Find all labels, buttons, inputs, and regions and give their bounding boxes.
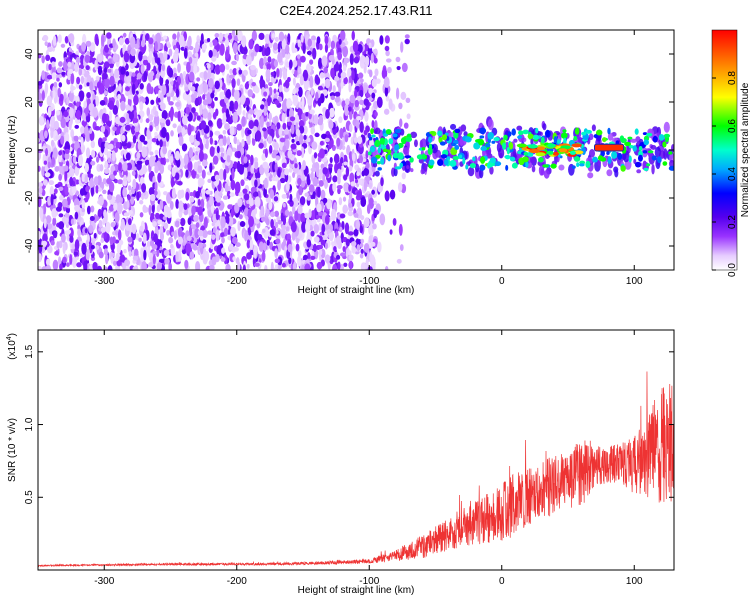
spectrogram-region-3 xyxy=(516,143,584,157)
spectrogram-region-0 xyxy=(38,30,379,270)
svg-text:(x104): (x104) xyxy=(6,333,18,360)
spectrogram-data xyxy=(38,30,674,270)
spectrogram-region-4 xyxy=(594,143,625,152)
spectrogram-xlabel: Height of straight line (km) xyxy=(298,285,415,296)
colorbar-gradient xyxy=(711,29,738,271)
snr-ylabel: SNR (10 * v/v) xyxy=(7,418,18,482)
spectrogram-xtick-label: -300 xyxy=(94,276,114,287)
snr-axes: -300 -200 -100 0 100 0.5 1.0 1.5 xyxy=(24,330,674,587)
snr-xtick-label: -100 xyxy=(359,576,379,587)
spectrogram-ytick-label: 20 xyxy=(24,96,35,108)
spectrogram-ytick-label: 0 xyxy=(24,147,35,153)
spectrogram-xtick-label: -200 xyxy=(227,276,247,287)
snr-series xyxy=(38,371,674,568)
snr-xtick-label: -200 xyxy=(227,576,247,587)
colorbar-tick-label: 0.8 xyxy=(727,71,738,85)
spectrogram-ylabel: Frequency (Hz) xyxy=(7,116,18,185)
snr-ytick-label: 1.0 xyxy=(24,417,35,431)
spectrogram-ytick-label: -20 xyxy=(24,190,35,205)
colorbar-tick-label: 0.4 xyxy=(727,167,738,181)
snr-panel: -300 -200 -100 0 100 0.5 1.0 1.5 Height of stra… xyxy=(6,329,675,596)
colorbar-tick-label: 0.6 xyxy=(727,119,738,133)
colorbar-label: Normalized spectral amplitude xyxy=(740,82,750,217)
spectrogram-ytick-label: -40 xyxy=(24,238,35,253)
spectrogram-xtick-label: 0 xyxy=(499,276,505,287)
snr-scale-close: ) xyxy=(7,333,18,336)
snr-ytick-label: 0.5 xyxy=(24,490,35,504)
colorbar: 0.0 0.2 0.4 0.6 0.8 Normalized spectral ampl… xyxy=(711,29,750,277)
spectrogram-region-2 xyxy=(367,116,674,179)
colorbar-tick-label: 0.2 xyxy=(727,215,738,229)
snr-scale-label: (x104) xyxy=(6,333,18,360)
snr-ytick-label: 1.5 xyxy=(24,344,35,358)
chart-title: C2E4.2024.252.17.43.R11 xyxy=(280,3,433,18)
spectrogram-xtick-label: 100 xyxy=(626,276,643,287)
spectrogram-ytick-label: 40 xyxy=(24,48,35,60)
spectrogram-xtick-label: -100 xyxy=(359,276,379,287)
colorbar-ticks: 0.0 0.2 0.4 0.6 0.8 xyxy=(712,71,738,277)
snr-line xyxy=(38,371,674,568)
snr-xtick-label: 0 xyxy=(499,576,505,587)
snr-scale-exponent: 4 xyxy=(6,336,13,340)
snr-xtick-label: -300 xyxy=(94,576,114,587)
snr-frame xyxy=(37,329,675,571)
snr-scale-prefix: (x10 xyxy=(7,340,18,360)
colorbar-tick-label: 0.0 xyxy=(727,263,738,277)
snr-xtick-label: 100 xyxy=(626,576,643,587)
snr-xlabel: Height of straight line (km) xyxy=(298,585,415,596)
